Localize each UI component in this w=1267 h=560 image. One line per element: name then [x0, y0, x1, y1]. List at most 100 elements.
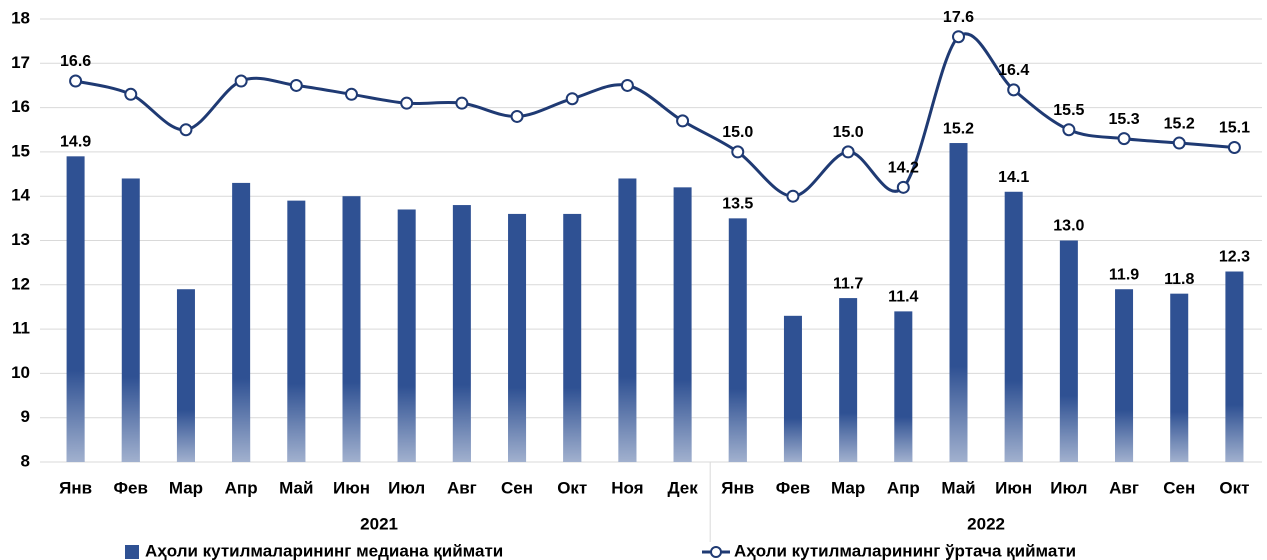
bar-fade	[728, 218, 747, 462]
bar-fade	[1059, 240, 1078, 462]
bar-fade	[287, 200, 306, 462]
line-value-label: 15.3	[1108, 111, 1139, 128]
x-tick-label: Июн	[333, 478, 370, 497]
y-tick-label: 13	[11, 230, 30, 249]
legend-label: Аҳоли кутилмаларининг ўртача қиймати	[734, 541, 1076, 560]
bar-fade	[1225, 271, 1244, 462]
x-tick-label: Окт	[557, 478, 587, 497]
bar-fade	[342, 196, 361, 462]
line-marker	[676, 114, 690, 128]
line-marker	[400, 96, 414, 110]
y-tick-label: 18	[11, 8, 30, 27]
line-value-label: 16.4	[998, 62, 1029, 79]
bar-fade	[563, 213, 582, 462]
x-tick-label: Мар	[169, 478, 203, 497]
bar-value-label: 11.7	[833, 275, 863, 292]
line-marker	[1227, 140, 1241, 154]
x-tick-label: Янв	[721, 478, 754, 497]
x-tick-label: Май	[279, 478, 313, 497]
y-tick-label: 12	[11, 274, 30, 293]
x-tick-label: Фев	[776, 478, 810, 497]
y-tick-label: 15	[11, 141, 30, 160]
line-value-label: 15.0	[722, 124, 753, 141]
line-marker	[510, 109, 524, 123]
line-value-label: 14.2	[888, 160, 919, 177]
bar-value-label: 11.9	[1109, 266, 1139, 283]
x-tick-label: Дек	[667, 478, 698, 497]
line-marker	[69, 74, 83, 88]
line-marker	[289, 78, 303, 92]
y-tick-label: 10	[11, 363, 30, 382]
bar-fade	[508, 213, 527, 462]
line-marker	[1062, 123, 1076, 137]
x-tick-label: Апр	[887, 478, 920, 497]
line-marker	[620, 78, 634, 92]
line-value-label: 15.0	[833, 124, 864, 141]
x-tick-label: Сен	[501, 478, 533, 497]
line-marker	[1007, 83, 1021, 97]
line-value-label: 16.6	[60, 53, 91, 70]
bar-fade	[232, 182, 251, 462]
x-tick-label: Апр	[225, 478, 258, 497]
bar-fade	[618, 178, 637, 463]
bar-fade	[783, 315, 802, 462]
x-tick-label: Мар	[831, 478, 865, 497]
y-tick-label: 8	[21, 451, 30, 470]
line-marker	[234, 74, 248, 88]
bar-value-label: 14.9	[60, 134, 91, 151]
line-value-label: 15.2	[1164, 115, 1195, 132]
bar-fade	[949, 143, 968, 463]
bar-value-label: 15.2	[943, 120, 974, 137]
line-marker	[841, 145, 855, 159]
line-marker	[345, 87, 358, 101]
bar-fade	[66, 156, 85, 462]
bar-fade	[1004, 191, 1023, 462]
line-marker	[179, 123, 193, 137]
group-label: 2021	[360, 514, 398, 533]
x-tick-label: Июл	[1050, 478, 1087, 497]
x-tick-label: Авг	[447, 478, 477, 497]
legend-swatch	[710, 546, 722, 558]
bar-value-label: 11.4	[888, 289, 918, 306]
y-tick-label: 9	[21, 407, 30, 426]
x-tick-label: Окт	[1219, 478, 1249, 497]
x-tick-label: Фев	[114, 478, 148, 497]
bar-value-label: 11.8	[1164, 271, 1194, 288]
y-tick-label: 17	[11, 53, 30, 72]
x-tick-label: Ноя	[611, 478, 643, 497]
line-marker	[1117, 132, 1131, 146]
bar-fade	[673, 187, 692, 462]
line-marker	[896, 180, 910, 194]
x-tick-label: Сен	[1163, 478, 1195, 497]
line-marker	[455, 96, 469, 110]
legend-label: Аҳоли кутилмаларининг медиана қиймати	[145, 541, 503, 560]
x-tick-label: Июн	[995, 478, 1032, 497]
bar-value-label: 13.5	[722, 196, 753, 213]
bar-value-label: 14.1	[998, 169, 1029, 186]
bar-value-label: 13.0	[1053, 218, 1084, 235]
bar-fade	[839, 298, 858, 462]
bar-fade	[176, 289, 195, 462]
line-marker	[952, 30, 965, 44]
bar-fade	[452, 205, 471, 462]
x-tick-label: Авг	[1109, 478, 1139, 497]
y-tick-label: 16	[11, 97, 30, 116]
line-value-label: 17.6	[943, 9, 974, 26]
x-tick-label: Май	[941, 478, 975, 497]
legend-swatch	[125, 545, 139, 559]
bar-fade	[397, 209, 416, 462]
bar-fade	[121, 178, 140, 463]
bar-value-label: 12.3	[1219, 249, 1250, 266]
line-marker	[786, 189, 800, 203]
line-marker	[731, 145, 745, 159]
bar-fade	[1115, 289, 1134, 462]
y-tick-label: 14	[11, 186, 30, 205]
x-tick-label: Июл	[388, 478, 425, 497]
line-marker	[565, 92, 579, 106]
line-value-label: 15.1	[1219, 120, 1250, 137]
line-marker	[124, 87, 138, 101]
line-marker	[1172, 136, 1186, 150]
y-tick-label: 11	[12, 319, 30, 338]
bar-fade	[1170, 293, 1189, 462]
